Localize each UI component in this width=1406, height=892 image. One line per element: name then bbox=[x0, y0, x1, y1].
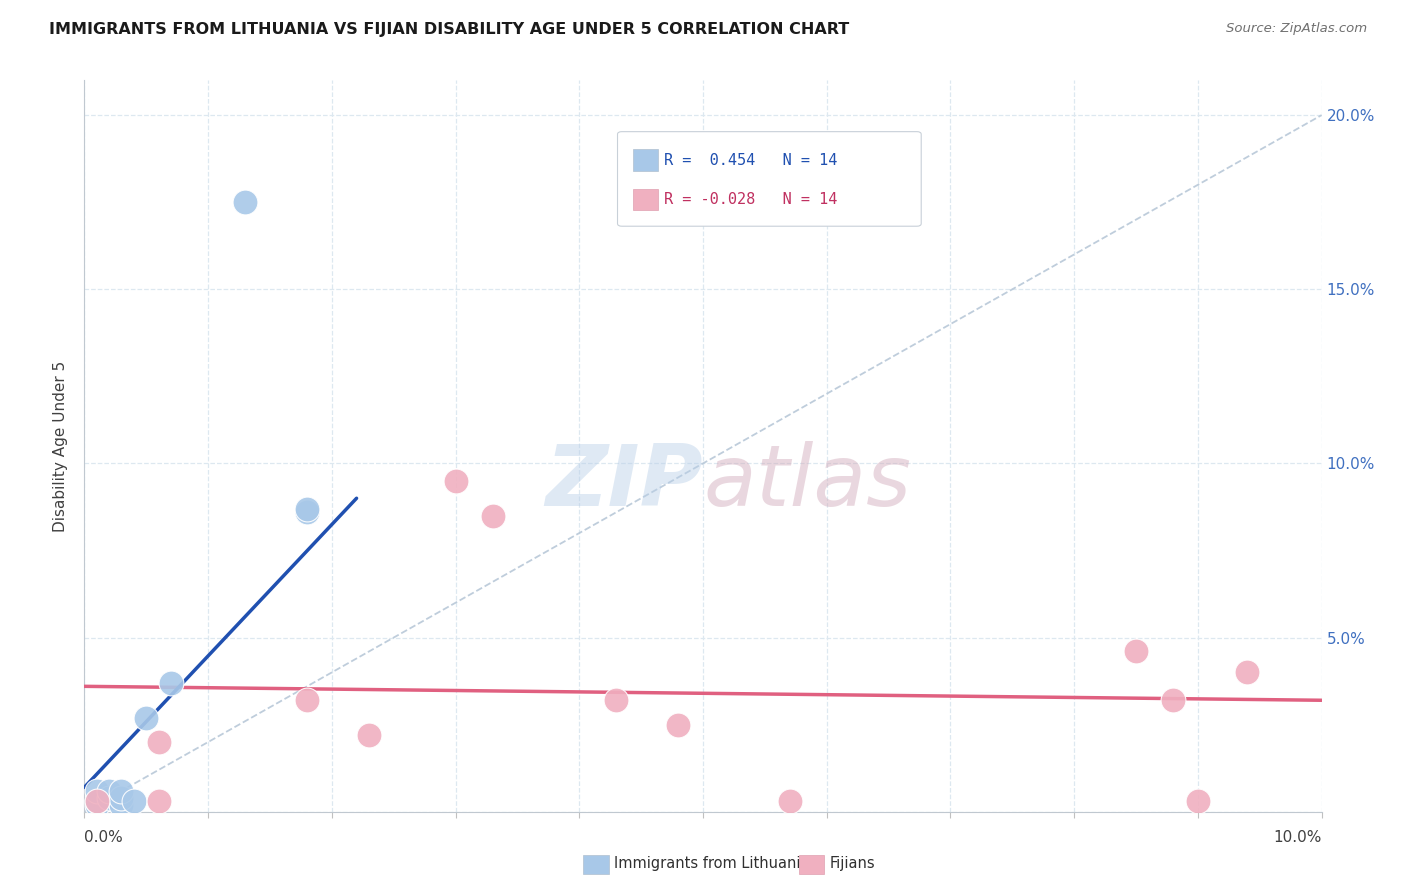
Point bbox=[295, 505, 318, 519]
Point bbox=[86, 797, 108, 812]
Text: 0.0%: 0.0% bbox=[84, 830, 124, 845]
Point bbox=[1187, 794, 1209, 808]
Text: R = -0.028   N = 14: R = -0.028 N = 14 bbox=[664, 192, 838, 207]
Text: atlas: atlas bbox=[703, 441, 911, 524]
Point bbox=[444, 474, 467, 488]
Point bbox=[98, 790, 121, 805]
Point bbox=[86, 784, 108, 798]
Point bbox=[110, 790, 132, 805]
Text: ZIP: ZIP bbox=[546, 441, 703, 524]
Point bbox=[1236, 665, 1258, 680]
Point bbox=[98, 784, 121, 798]
Point bbox=[160, 676, 183, 690]
Text: Source: ZipAtlas.com: Source: ZipAtlas.com bbox=[1226, 22, 1367, 36]
Point bbox=[481, 508, 503, 523]
Text: IMMIGRANTS FROM LITHUANIA VS FIJIAN DISABILITY AGE UNDER 5 CORRELATION CHART: IMMIGRANTS FROM LITHUANIA VS FIJIAN DISA… bbox=[49, 22, 849, 37]
Text: Fijians: Fijians bbox=[830, 856, 875, 871]
Point bbox=[295, 693, 318, 707]
Text: R =  0.454   N = 14: R = 0.454 N = 14 bbox=[664, 153, 838, 168]
Point bbox=[135, 711, 157, 725]
Point bbox=[357, 728, 380, 742]
Point bbox=[233, 195, 256, 210]
Point bbox=[86, 794, 108, 808]
Point bbox=[779, 794, 801, 808]
Point bbox=[148, 794, 170, 808]
Point bbox=[605, 693, 627, 707]
Point bbox=[86, 794, 108, 808]
Point bbox=[148, 735, 170, 749]
Point bbox=[110, 797, 132, 812]
Text: 10.0%: 10.0% bbox=[1274, 830, 1322, 845]
Point bbox=[110, 784, 132, 798]
Point bbox=[295, 501, 318, 516]
Text: Immigrants from Lithuania: Immigrants from Lithuania bbox=[614, 856, 810, 871]
Point bbox=[1125, 644, 1147, 658]
Point bbox=[122, 794, 145, 808]
Y-axis label: Disability Age Under 5: Disability Age Under 5 bbox=[53, 360, 69, 532]
Point bbox=[1161, 693, 1184, 707]
Point bbox=[666, 717, 689, 731]
